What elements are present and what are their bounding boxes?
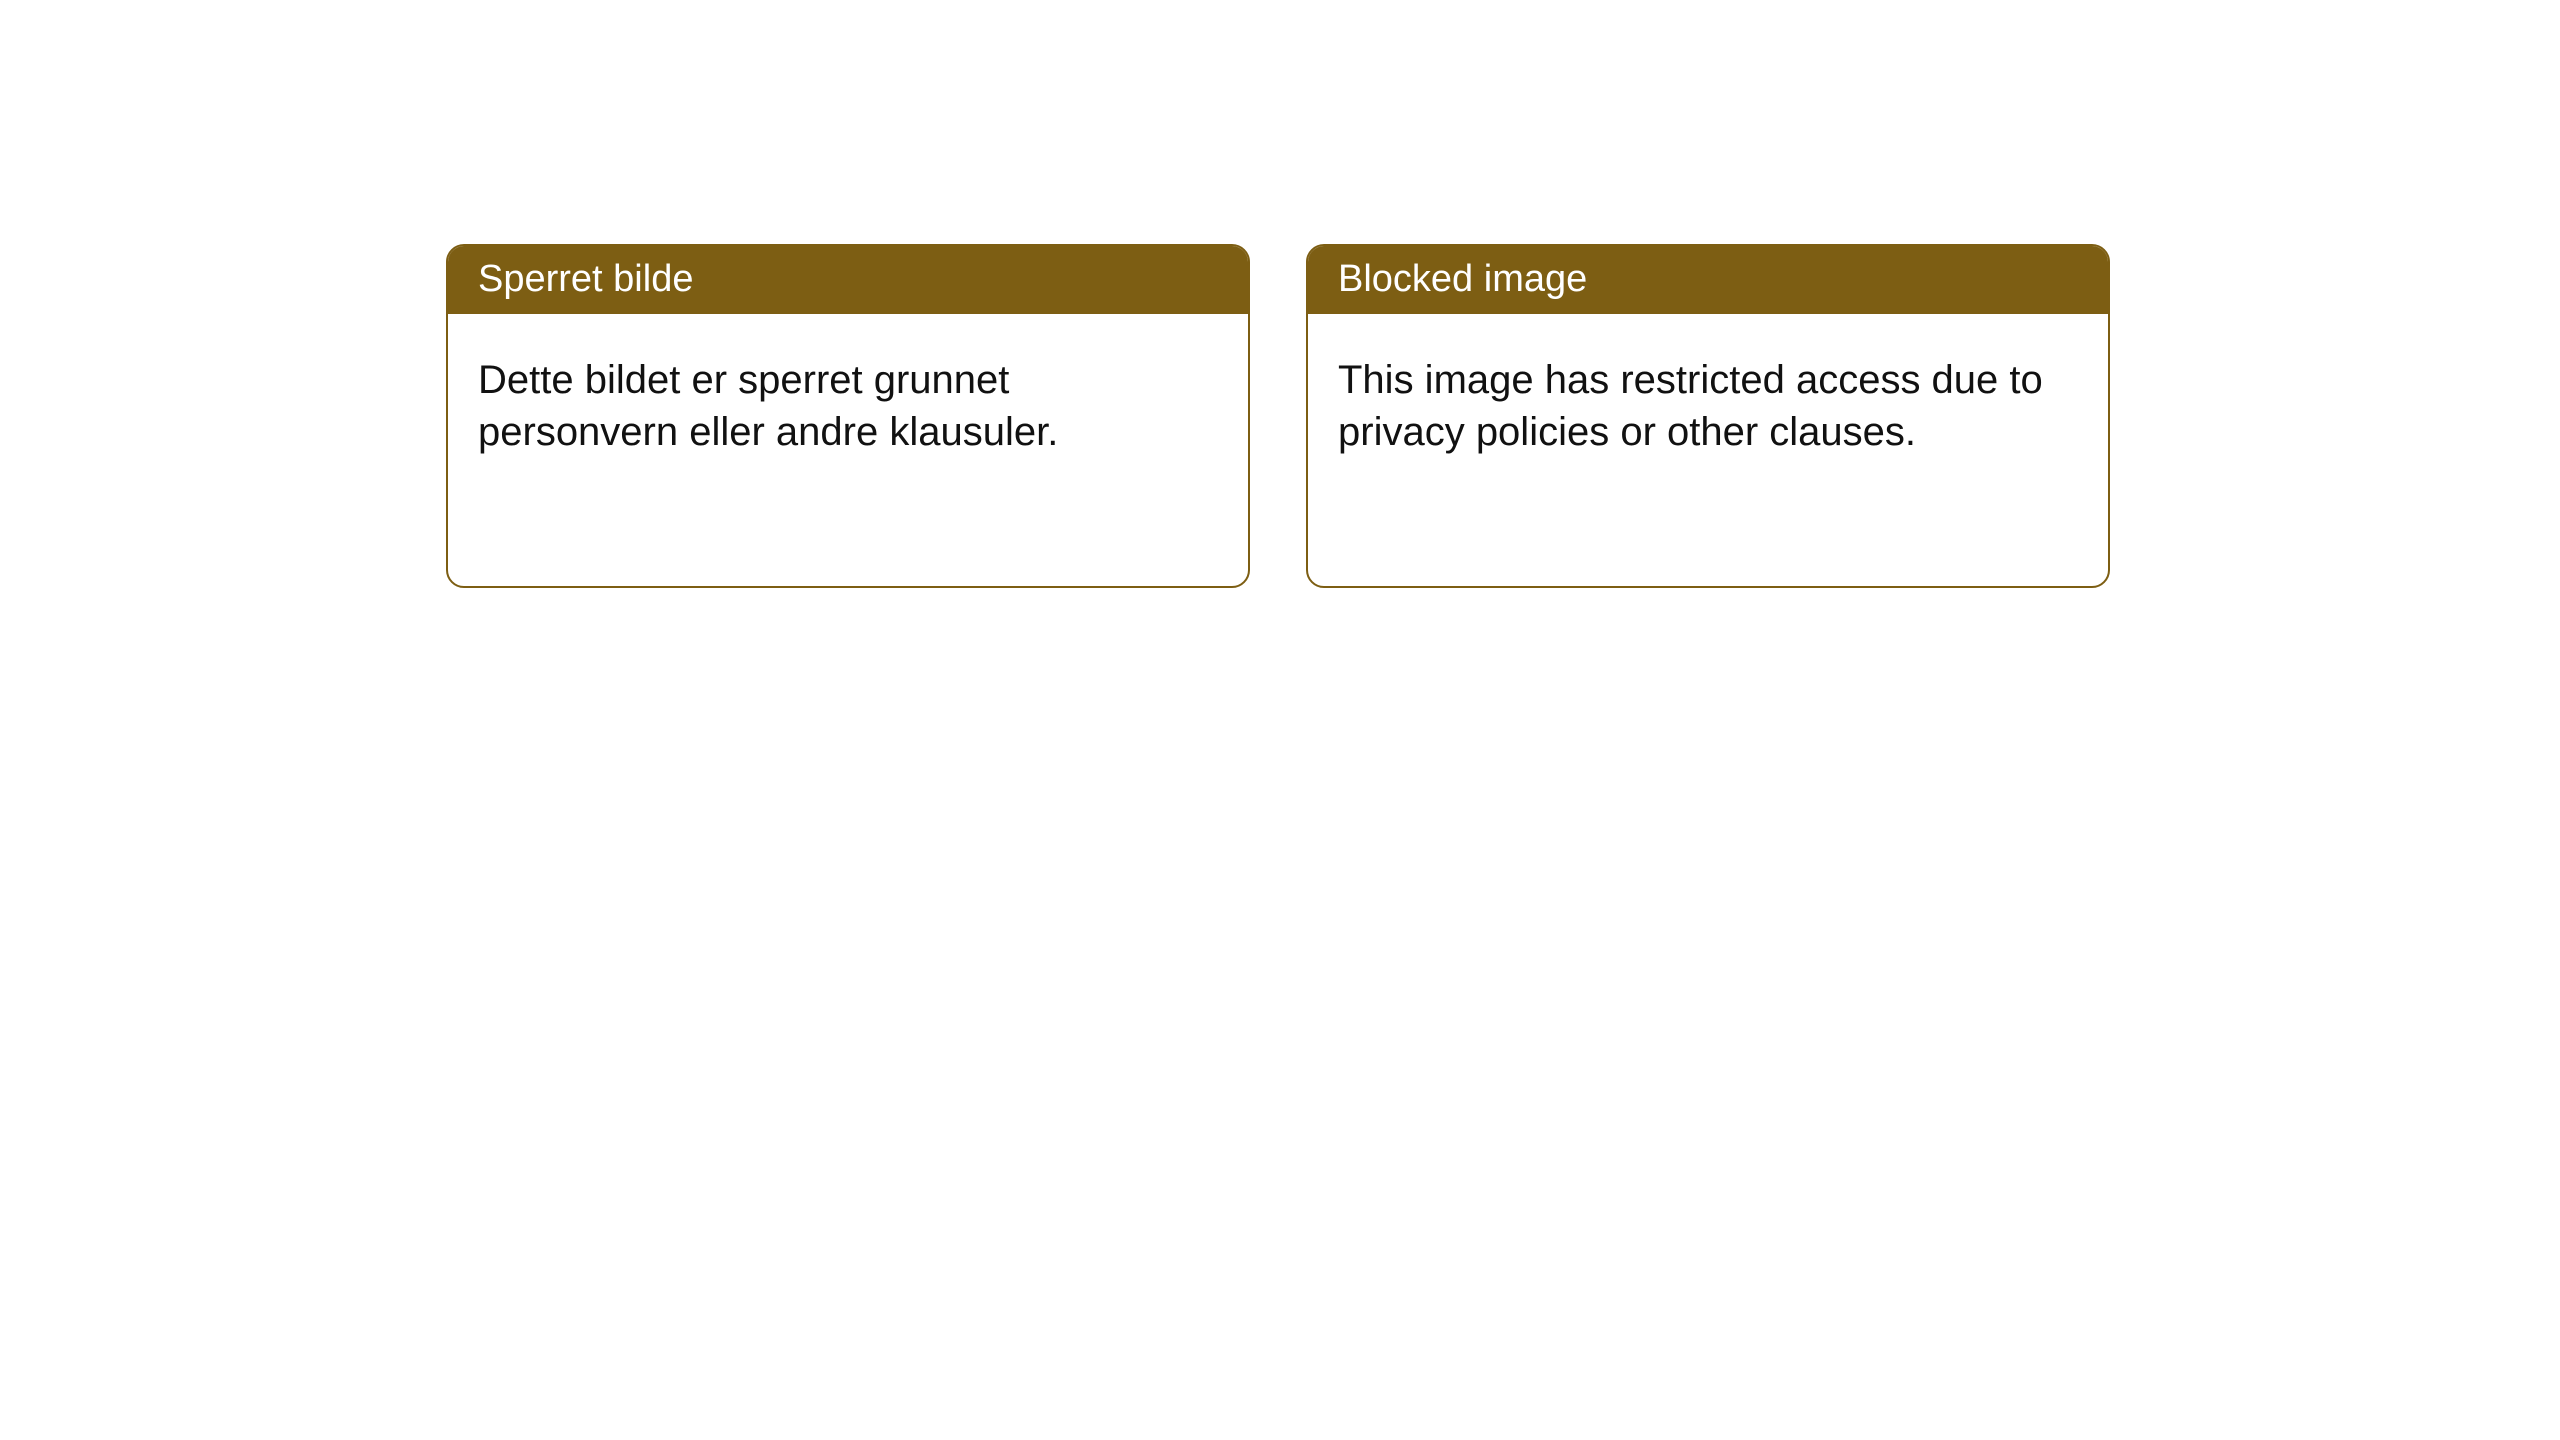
notice-cards-container: Sperret bilde Dette bildet er sperret gr… [0, 0, 2560, 588]
card-title: Sperret bilde [448, 246, 1248, 314]
card-body: Dette bildet er sperret grunnet personve… [448, 314, 1248, 586]
notice-card-english: Blocked image This image has restricted … [1306, 244, 2110, 588]
card-body: This image has restricted access due to … [1308, 314, 2108, 586]
card-title: Blocked image [1308, 246, 2108, 314]
notice-card-norwegian: Sperret bilde Dette bildet er sperret gr… [446, 244, 1250, 588]
